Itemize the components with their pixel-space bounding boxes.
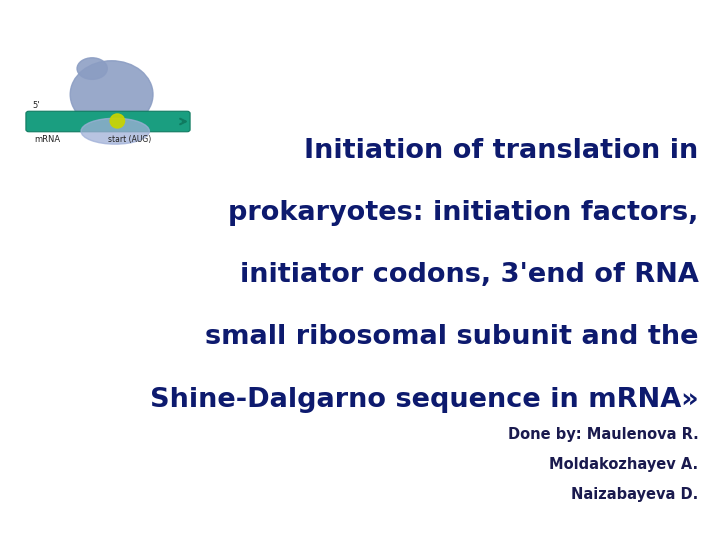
Text: Moldakozhayev A.: Moldakozhayev A. [549, 457, 698, 472]
Text: Initiation of translation in: Initiation of translation in [304, 138, 698, 164]
Text: prokaryotes: initiation factors,: prokaryotes: initiation factors, [228, 200, 698, 226]
Text: 5': 5' [32, 100, 40, 110]
FancyBboxPatch shape [26, 111, 190, 132]
Text: Done by: Maulenova R.: Done by: Maulenova R. [508, 427, 698, 442]
Text: Shine-Dalgarno sequence in mRNA»: Shine-Dalgarno sequence in mRNA» [150, 387, 698, 413]
Text: Naizabayeva D.: Naizabayeva D. [571, 487, 698, 502]
Text: start (AUG): start (AUG) [108, 135, 151, 144]
Text: initiator codons, 3'end of RNA: initiator codons, 3'end of RNA [240, 262, 698, 288]
Ellipse shape [70, 60, 153, 128]
Text: small ribosomal subunit and the: small ribosomal subunit and the [205, 325, 698, 350]
Ellipse shape [77, 58, 107, 79]
Text: mRNA: mRNA [35, 135, 60, 144]
Ellipse shape [110, 114, 125, 128]
Ellipse shape [81, 118, 150, 144]
